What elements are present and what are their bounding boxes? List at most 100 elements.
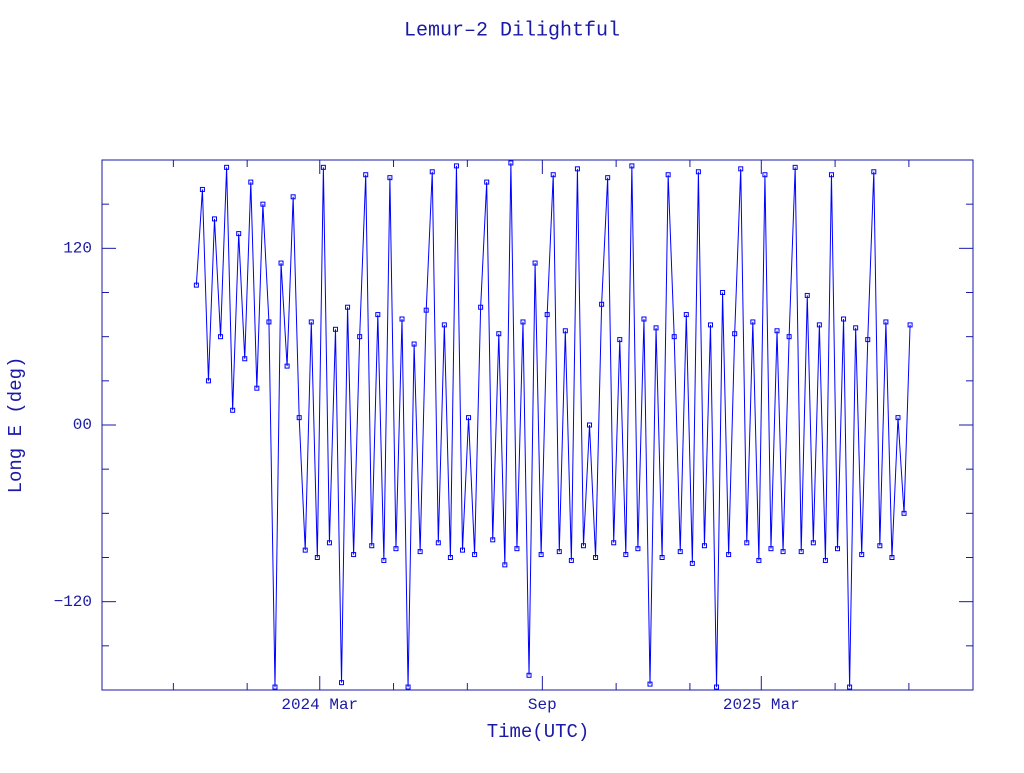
data-point [526,672,532,678]
data-point [193,282,199,288]
data-point [611,540,617,546]
data-point [738,166,744,172]
data-point [405,684,411,690]
data-point [635,546,641,552]
data-point [877,543,883,549]
data-point [865,337,871,343]
data-point [357,334,363,340]
data-point [810,540,816,546]
data-point [822,557,828,563]
chart-title: Lemur–2 Dilightful [404,19,620,42]
data-point [756,557,762,563]
data-point [641,316,647,322]
data-point [907,322,913,328]
data-point [689,560,695,566]
data-point [683,312,689,318]
data-point [732,331,738,337]
data-point [254,385,260,391]
data-point [375,312,381,318]
data-point [780,549,786,555]
data-point [859,552,865,558]
data-point [720,290,726,295]
data-point [744,540,750,546]
data-point [429,169,435,175]
data-point [369,543,375,549]
data-point [629,163,635,169]
data-point [496,331,502,337]
data-point [786,334,792,340]
data-point [363,172,369,178]
data-point [314,555,320,560]
data-point [345,304,351,310]
data-point [381,557,387,563]
data-point [296,415,302,421]
data-point [647,681,653,687]
y-axis-label: Long E (deg) [5,357,27,494]
data-point [447,555,453,560]
data-point [393,546,399,552]
data-point [435,540,441,546]
data-point [853,325,859,331]
data-point [284,363,290,369]
data-point [593,555,599,560]
x-tick-label: 2025 Mar [723,696,800,714]
data-point [726,552,732,558]
data-point [707,322,713,328]
data-point [302,547,308,553]
data-point [574,166,580,172]
x-tick-label: Sep [528,696,557,714]
data-point [532,260,538,266]
data-point [199,186,205,192]
data-point [230,407,236,413]
data-point [671,334,677,340]
data-point [889,555,895,560]
data-point [847,684,853,690]
data-point [556,549,562,555]
data-point [339,680,345,686]
data-point [478,304,484,310]
data-point [701,543,707,549]
data-point [883,319,889,325]
data-point [490,537,496,543]
data-point [205,378,211,384]
data-line [195,162,911,688]
data-point [399,316,405,322]
data-point [677,549,683,555]
data-point [695,169,701,175]
data-point [453,163,459,169]
data-point [774,328,780,334]
data-point [224,164,230,170]
data-point [871,169,877,175]
data-point [750,319,756,325]
data-point [544,312,550,318]
data-point [520,319,526,325]
data-point [768,546,774,552]
data-point [484,179,490,185]
data-point [714,684,720,690]
data-point [260,201,266,207]
y-tick-label: 00 [73,416,92,434]
data-point [441,322,447,328]
data-point [665,172,671,178]
data-point [828,172,834,178]
data-point [816,322,822,328]
data-point [895,415,901,421]
data-point [659,555,665,560]
data-point [538,552,544,558]
data-point [514,546,520,552]
data-point [568,557,574,563]
data-point [417,549,423,555]
data-point [798,549,804,555]
x-axis-label: Time(UTC) [487,721,590,743]
data-point [835,546,841,552]
data-point [841,316,847,322]
data-point [587,422,593,428]
data-point [212,216,218,222]
data-point [562,328,568,334]
data-point [387,175,393,181]
x-tick-label: 2024 Mar [281,696,358,714]
data-point [762,172,768,178]
data-point [236,231,242,237]
data-point [502,562,508,568]
